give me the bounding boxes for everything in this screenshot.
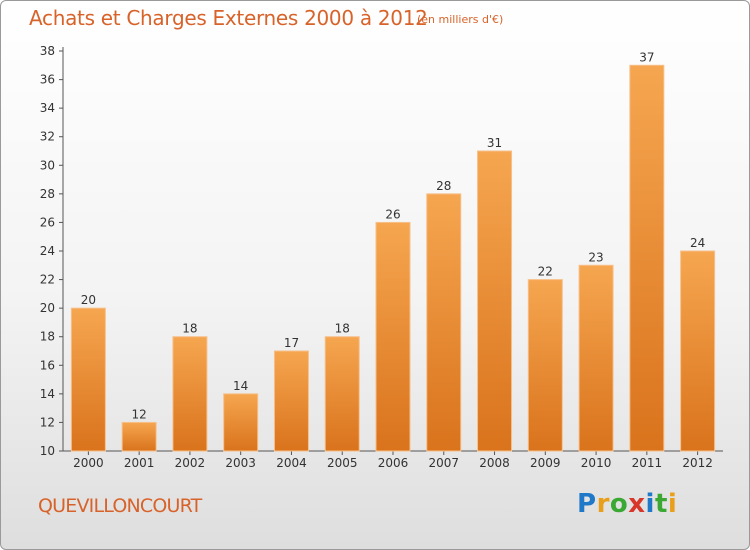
bar-2001 [121,421,157,452]
logo-letter: o [609,489,629,519]
data-label-2009: 22 [538,265,553,279]
bar-2005 [324,336,360,452]
bar-2006 [375,221,411,452]
bar-2002 [172,336,208,452]
y-tick-label: 34 [40,101,55,115]
bar-2008 [477,150,513,452]
x-tick-label: 2000 [73,456,104,470]
chart-bars [70,64,716,452]
y-tick-label: 14 [40,387,55,401]
data-label-2010: 23 [588,250,603,264]
logo-letter: i [645,489,655,519]
x-tick-label: 2003 [225,456,256,470]
chart-title: Achats et Charges Externes 2000 à 2012 [29,6,428,30]
chart-data-labels: 20 12 18 14 17 18 26 28 31 22 23 37 24 [81,50,706,421]
y-tick-label: 32 [40,130,55,144]
y-tick-label: 28 [40,187,55,201]
x-tick-label: 2009 [530,456,561,470]
data-label-2004: 17 [284,336,299,350]
y-tick-label: 18 [40,330,55,344]
logo-letter: P [577,489,597,519]
y-tick-label: 36 [40,73,55,87]
data-label-2011: 37 [639,50,654,64]
logo-letter: x [628,489,646,519]
chart-axes: 10 12 14 16 18 20 22 24 26 28 30 32 34 36 38 2000 2001 20… [40,44,723,470]
x-tick-label: 2007 [428,456,459,470]
y-tick-label: 38 [40,44,55,58]
y-tick-label: 20 [40,301,55,315]
data-label-2000: 20 [81,293,96,307]
proxiti-logo: Proxiti [577,489,677,519]
data-label-2008: 31 [487,136,502,150]
x-tick-label: 2001 [124,456,155,470]
y-tick-label: 22 [40,273,55,287]
bar-2003 [223,393,259,452]
data-label-2007: 28 [436,179,451,193]
data-label-2001: 12 [132,407,147,421]
y-tick-label: 26 [40,215,55,229]
x-tick-label: 2010 [581,456,612,470]
x-tick-label: 2012 [682,456,713,470]
bar-2004 [273,350,309,452]
data-label-2012: 24 [690,236,705,250]
y-tick-label: 16 [40,358,55,372]
chart-subtitle: (en milliers d'€) [417,13,504,26]
data-label-2006: 26 [385,207,400,221]
y-tick-label: 30 [40,158,55,172]
x-tick-label: 2002 [175,456,206,470]
y-tick-label: 12 [40,415,55,429]
logo-letter: i [667,489,678,519]
x-tick-label: 2008 [479,456,510,470]
y-tick-label: 10 [40,444,55,458]
bar-2011 [629,64,665,452]
x-tick-label: 2011 [632,456,663,470]
bar-2010 [578,264,614,452]
data-label-2003: 14 [233,379,248,393]
bar-2012 [680,250,716,452]
bar-2007 [426,193,462,452]
x-tick-label: 2006 [378,456,409,470]
x-tick-label: 2004 [276,456,307,470]
commune-name: QUEVILLONCOURT [38,495,202,517]
logo-letter: r [596,489,610,519]
bar-2009 [527,279,563,452]
data-label-2002: 18 [182,322,197,336]
y-tick-label: 24 [40,244,55,258]
data-label-2005: 18 [335,322,350,336]
logo-letter: t [654,489,668,519]
bar-2000 [70,307,106,452]
x-tick-label: 2005 [327,456,358,470]
